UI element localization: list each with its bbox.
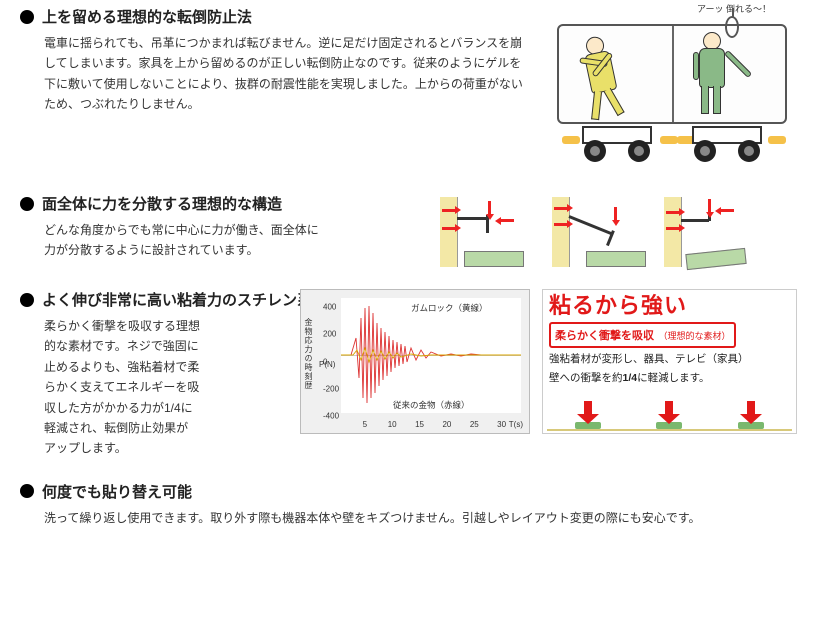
xtick: 30 [497,420,506,429]
down-arrow-icon [577,401,599,429]
banner-title: 粘るから強い [549,294,790,318]
ytick: -200 [323,384,339,393]
section-4-text: 何度でも貼り替え可能 洗って繰り返し使用できます。取り外す際も機器本体や壁をキズ… [20,481,797,528]
stress-chart: 金物応力の時刻歴 400 200 0 -200 -400 P(N) ガムロック（… [300,289,530,434]
section-1: 上を留める理想的な転倒防止法 電車に揺られても、吊革につかまれば転びません。逆に… [20,6,797,171]
section-2: 面全体に力を分散する理想的な構造 どんな角度からでも常に中心に力が働き、面全体に… [20,193,797,267]
heading-text-2: 面全体に力を分散する理想的な構造 [42,193,282,214]
ytick: 200 [323,330,336,339]
label-conventional: 従来の金物（赤線） [393,399,470,411]
section-2-body: どんな角度からでも常に中心に力が働き、面全体に力が分散するように設計されています… [20,220,340,261]
bullet-icon [20,197,34,211]
section-1-body: 電車に揺られても、吊革につかまれば転びません。逆に足だけ固定されるとバランスを崩… [20,33,539,115]
xtick: 20 [442,420,451,429]
bullet-icon [20,484,34,498]
chart-plot-area [341,298,521,413]
banner-line-1: 強粘着材が変形し、器具、テレビ（家具） [549,352,790,367]
dispersion-diagram-3 [664,197,764,267]
down-arrow-icon [740,401,762,429]
banner-floor-line [547,429,792,431]
ytick: 400 [323,303,336,312]
section-4-heading: 何度でも貼り替え可能 [20,481,797,502]
train-illustration: アーッ 倒れる～！ [547,6,797,171]
dispersion-diagram-1 [440,197,540,267]
section-3: よく伸び非常に高い粘着力のスチレン系ゲル採用 柔らかく衝撃を吸収する理想的な素材… [20,289,797,459]
person-holding-strap [687,32,737,117]
ytick: -400 [323,411,339,420]
xtick: 25 [470,420,479,429]
section-1-text: 上を留める理想的な転倒防止法 電車に揺られても、吊革につかまれば転びません。逆に… [20,6,539,115]
banner-subtitle: 柔らかく衝撃を吸収 （理想的な素材） [549,322,736,348]
section-3-text: よく伸び非常に高い粘着力のスチレン系ゲル採用 柔らかく衝撃を吸収する理想的な素材… [20,289,300,459]
dispersion-diagram-2 [552,197,652,267]
dispersion-diagrams [440,193,780,267]
chart-yunit: P(N) [319,360,335,369]
chart-ylabel: 金物応力の時刻歴 [303,318,314,390]
chart-svg [341,298,521,413]
section-3-body: 柔らかく衝撃を吸収する理想的な素材です。ネジで強固に止めるよりも、強粘着材で柔ら… [20,316,210,459]
bullet-icon [20,293,34,307]
adhesive-banner: 粘るから強い 柔らかく衝撃を吸収 （理想的な素材） 強粘着材が変形し、器具、テレ… [542,289,797,434]
chart-xunit: T(s) [509,420,523,429]
banner-sub-strong: 柔らかく衝撃を吸収 [555,330,654,342]
section-2-heading: 面全体に力を分散する理想的な構造 [20,193,440,214]
heading-text-1: 上を留める理想的な転倒防止法 [42,6,252,27]
section-2-text: 面全体に力を分散する理想的な構造 どんな角度からでも常に中心に力が働き、面全体に… [20,193,440,261]
train-undercarriage [562,126,782,162]
series-conventional [341,306,521,403]
xtick: 10 [388,420,397,429]
banner-arrows [547,393,792,429]
banner-sub-note: （理想的な素材） [658,331,730,341]
xtick: 5 [363,420,367,429]
down-arrow-icon [658,401,680,429]
bullet-icon [20,10,34,24]
heading-text-4: 何度でも貼り替え可能 [42,481,192,502]
section-1-heading: 上を留める理想的な転倒防止法 [20,6,539,27]
section-4: 何度でも貼り替え可能 洗って繰り返し使用できます。取り外す際も機器本体や壁をキズ… [20,481,797,528]
label-gumlock: ガムロック（黄線） [411,302,488,314]
xtick: 15 [415,420,424,429]
section-3-media: 金物応力の時刻歴 400 200 0 -200 -400 P(N) ガムロック（… [300,289,797,434]
banner-line-2: 壁への衝撃を約1/4に軽減します。 [549,371,790,386]
section-4-body: 洗って繰り返し使用できます。取り外す際も機器本体や壁をキズつけません。引越しやレ… [20,508,797,528]
